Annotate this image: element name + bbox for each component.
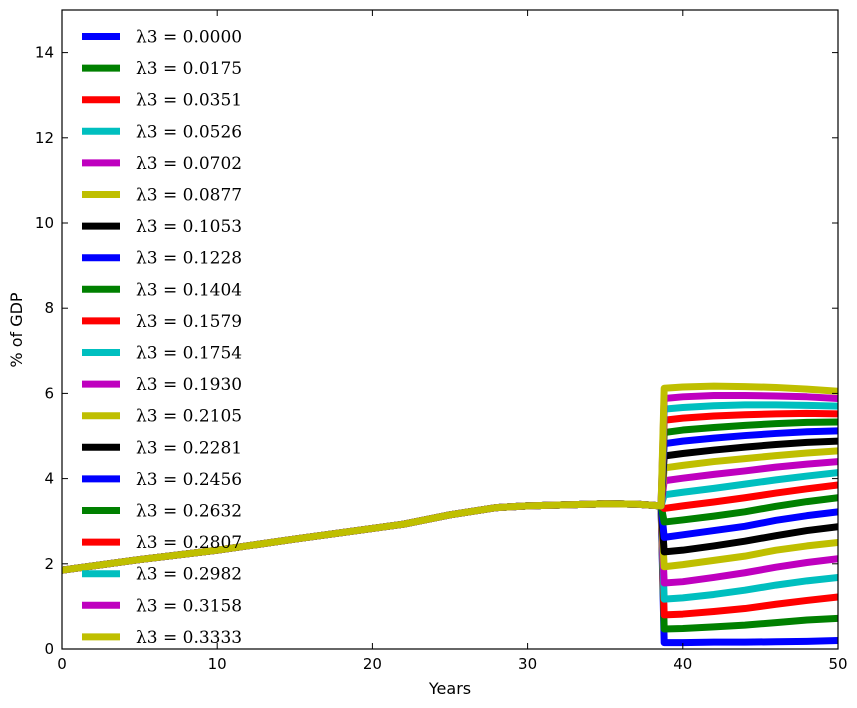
legend-label: λ3 = 0.2632 xyxy=(136,502,242,522)
legend-label: λ3 = 0.1228 xyxy=(136,249,242,269)
y-tick-label: 4 xyxy=(44,470,54,488)
y-axis-label: % of GDP xyxy=(7,292,26,368)
x-tick-label: 40 xyxy=(673,655,692,673)
legend-entry: λ3 = 0.2632 xyxy=(82,502,242,522)
y-tick-label: 14 xyxy=(35,44,54,62)
legend-label: λ3 = 0.1579 xyxy=(136,312,242,332)
legend-entry: λ3 = 0.2105 xyxy=(82,407,242,427)
legend-entry: λ3 = 0.0351 xyxy=(82,91,242,111)
legend-entry: λ3 = 0.2281 xyxy=(82,438,242,458)
legend-entry: λ3 = 0.3333 xyxy=(82,628,242,648)
series-line-20 xyxy=(62,382,838,574)
x-axis-label: Years xyxy=(428,679,471,698)
legend-entry: λ3 = 0.1930 xyxy=(82,375,242,395)
legend-entry: λ3 = 0.0175 xyxy=(82,59,242,79)
y-tick-label: 2 xyxy=(44,555,54,573)
legend-entry: λ3 = 0.1579 xyxy=(82,312,242,332)
y-tick-label: 8 xyxy=(44,299,54,317)
x-tick-label: 0 xyxy=(57,655,67,673)
legend-label: λ3 = 0.1930 xyxy=(136,375,242,395)
legend-entry: λ3 = 0.0000 xyxy=(82,28,242,48)
ticks-layer: 0 10 20 30 40 50 0 2 4 6 8 10 12 14 xyxy=(35,10,848,673)
x-tick-label: 20 xyxy=(363,655,382,673)
legend-label: λ3 = 0.1754 xyxy=(136,344,242,364)
plot-frame xyxy=(61,9,839,650)
legend-label: λ3 = 0.2807 xyxy=(136,533,242,553)
y-tick-label: 6 xyxy=(44,384,54,402)
series-layer xyxy=(62,382,838,647)
legend-entry: λ3 = 0.0702 xyxy=(82,154,242,174)
legend-label: λ3 = 0.0175 xyxy=(136,59,242,79)
legend-entry: λ3 = 0.2982 xyxy=(82,565,242,585)
legend-entry: λ3 = 0.0877 xyxy=(82,186,242,206)
legend-entry: λ3 = 0.1404 xyxy=(82,280,242,300)
legend-label: λ3 = 0.2456 xyxy=(136,470,242,490)
legend-label: λ3 = 0.3333 xyxy=(136,628,242,648)
y-tick-label: 12 xyxy=(35,129,54,147)
legend-entry: λ3 = 0.1754 xyxy=(82,344,242,364)
legend-entry: λ3 = 0.2456 xyxy=(82,470,242,490)
legend-entry: λ3 = 0.3158 xyxy=(82,596,242,616)
y-tick-label: 0 xyxy=(44,640,54,658)
legend-label: λ3 = 0.0877 xyxy=(136,186,242,206)
legend-label: λ3 = 0.3158 xyxy=(136,596,242,616)
legend-entry: λ3 = 0.1228 xyxy=(82,249,242,269)
legend-label: λ3 = 0.0000 xyxy=(136,28,242,48)
x-tick-label: 30 xyxy=(518,655,537,673)
legend-entry: λ3 = 0.0526 xyxy=(82,122,242,142)
x-tick-label: 10 xyxy=(208,655,227,673)
legend-entry: λ3 = 0.1053 xyxy=(82,217,242,237)
legend-label: λ3 = 0.0702 xyxy=(136,154,242,174)
legend-label: λ3 = 0.2281 xyxy=(136,438,242,458)
legend-label: λ3 = 0.0526 xyxy=(136,122,242,142)
legend-label: λ3 = 0.2982 xyxy=(136,565,242,585)
legend-label: λ3 = 0.0351 xyxy=(136,91,242,111)
legend-label: λ3 = 0.1053 xyxy=(136,217,242,237)
legend-label: λ3 = 0.2105 xyxy=(136,407,242,427)
y-tick-label: 10 xyxy=(35,214,54,232)
legend-entry: λ3 = 0.2807 xyxy=(82,533,242,553)
legend-label: λ3 = 0.1404 xyxy=(136,280,242,300)
legend: λ3 = 0.0000 λ3 = 0.0175 λ3 = 0.0351 λ3 = 0.… xyxy=(82,28,242,648)
x-tick-label: 50 xyxy=(828,655,847,673)
